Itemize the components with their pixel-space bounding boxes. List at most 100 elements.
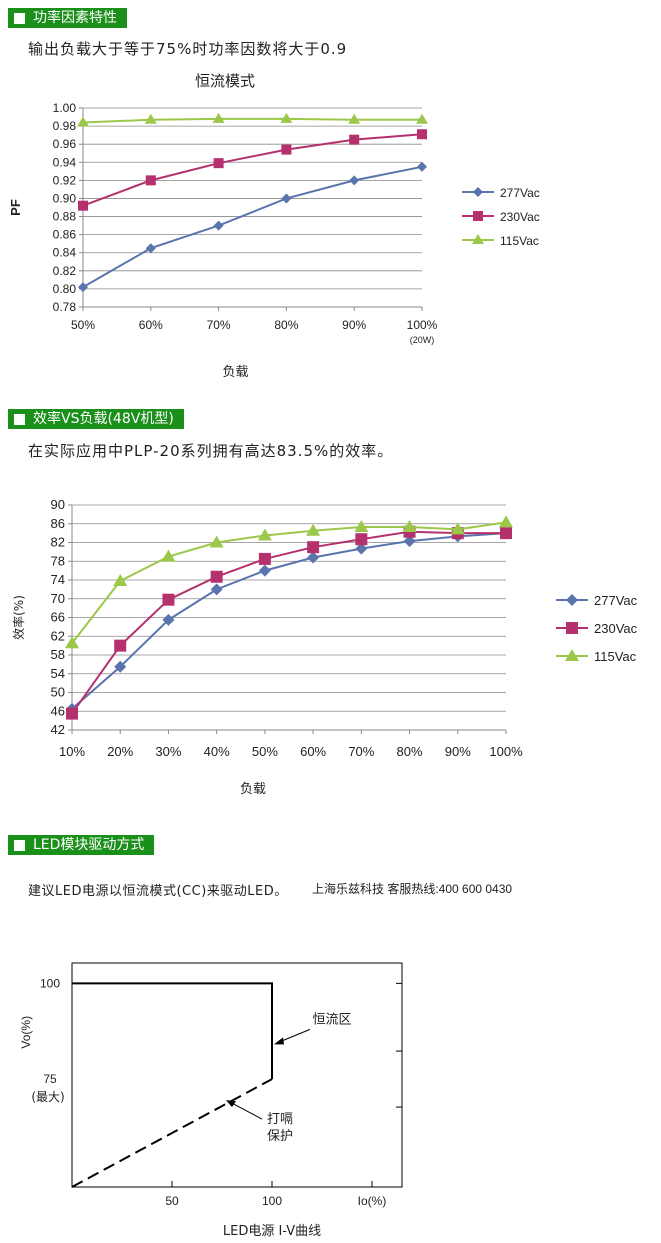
y-tick-label: 0.78 [53,300,77,314]
section-header-led-drive: LED模块驱动方式 [8,835,155,855]
data-point [114,660,127,673]
y-tick-label: 0.86 [53,228,77,242]
x-tick-label: 100% [489,744,523,759]
y-tick-label: 0.98 [53,119,77,133]
x-tick-label: Io(%) [358,1194,387,1208]
data-point [307,541,320,554]
data-point [417,129,427,140]
series-230Vac [66,525,512,720]
section-intro: 在实际应用中PLP-20系列拥有高达83.5%的效率。 [28,442,394,460]
legend-label: 277Vac [500,186,540,200]
data-point [212,112,225,123]
y-tick-label: 74 [51,572,65,587]
data-point [162,613,175,626]
y-tick-label: 0.80 [53,282,77,296]
y-tick-label: 90 [51,497,65,512]
x-tick-sublabel: (20W) [410,335,435,345]
data-point [210,583,223,596]
plot-frame [71,962,403,1188]
y-tick-label: 100 [40,976,60,990]
series-230Vac [78,129,427,211]
x-tick-label: 50 [165,1194,179,1208]
y-axis-label: PF [8,199,23,216]
legend-marker [565,649,579,661]
x-tick-label: 20% [107,744,133,759]
square-bullet-icon [14,839,25,851]
x-tick-label: 100% [407,318,438,332]
x-tick-label: 70% [348,744,374,759]
x-tick-label: 30% [155,744,181,759]
data-point [210,570,223,583]
data-point [281,193,292,204]
x-tick-label: 90% [445,744,471,759]
x-tick-label: 50% [71,318,95,332]
y-tick-label: 0.94 [53,155,77,169]
legend-label: 115Vac [594,649,637,664]
data-point [306,523,321,536]
legend-label: 277Vac [594,593,638,608]
series-115Vac [77,112,428,127]
hotline-note: 上海乐兹科技 客服热线:400 600 0430 [312,882,513,896]
y-tick-label: 1.00 [53,101,77,115]
data-point [403,535,416,548]
y-tick-label: 70 [51,591,65,606]
legend-label: 115Vac [500,234,539,248]
data-point [114,639,127,652]
section-header-pf: 功率因素特性 [8,8,127,28]
data-point [416,113,428,124]
legend-marker [472,234,484,244]
chart-title: 恒流模式 [195,72,255,90]
data-point [145,175,156,186]
pf-chart: 恒流模式 0.78 0.80 0.82 0.84 0.86 0.88 0.90 0.92 0.94… [8,72,540,380]
section-title: 效率VS负载(48V机型) [33,411,174,427]
legend-marker [473,187,483,197]
y-tick-label: 0.90 [53,191,77,205]
hiccup-protection-line [71,1078,273,1188]
series-line [82,117,422,124]
x-tick-label: 100 [262,1194,282,1208]
data-point [113,573,128,586]
y-tick-sublabel: (最大) [31,1090,64,1104]
section-intro: 建议LED电源以恒流模式(CC)来驱动LED。 [28,884,288,899]
data-point [66,707,78,720]
series-line [71,530,506,715]
data-point [78,282,88,293]
y-tick-label: 0.88 [53,210,77,224]
y-tick-label: 78 [51,553,65,568]
y-tick-label: 86 [51,516,65,531]
data-point [402,520,417,533]
y-tick-label: 0.92 [53,173,77,187]
y-tick-label: 62 [51,628,65,643]
x-tick-label: 60% [300,744,326,759]
square-bullet-icon [14,413,25,425]
data-point [348,113,361,124]
y-tick-label: 0.96 [53,137,77,151]
y-tick-label: 0.82 [53,264,77,278]
y-tick-label: 75 [43,1072,57,1086]
legend-marker [473,211,483,221]
data-point [145,243,156,254]
data-point [450,522,465,535]
data-point [213,158,224,169]
series-277Vac [78,161,427,293]
y-tick-label: 66 [51,610,65,625]
series-line [71,532,507,710]
data-point [77,116,89,127]
data-point [144,113,157,124]
y-tick-label: 58 [51,647,65,662]
series-115Vac [65,515,513,649]
y-axis-label: Vo(%) [19,1016,33,1049]
annotation-arrowhead [226,1100,236,1108]
y-tick-label: 82 [51,535,65,550]
data-point [349,134,360,145]
data-point [355,533,368,546]
data-point [307,551,320,564]
data-point [65,636,79,649]
x-tick-label: 60% [139,318,163,332]
data-point [281,144,292,155]
annotation-label: 恒流区 [312,1012,351,1027]
series-277Vac [66,527,512,715]
x-tick-label: 80% [274,318,298,332]
legend-marker [566,594,578,606]
